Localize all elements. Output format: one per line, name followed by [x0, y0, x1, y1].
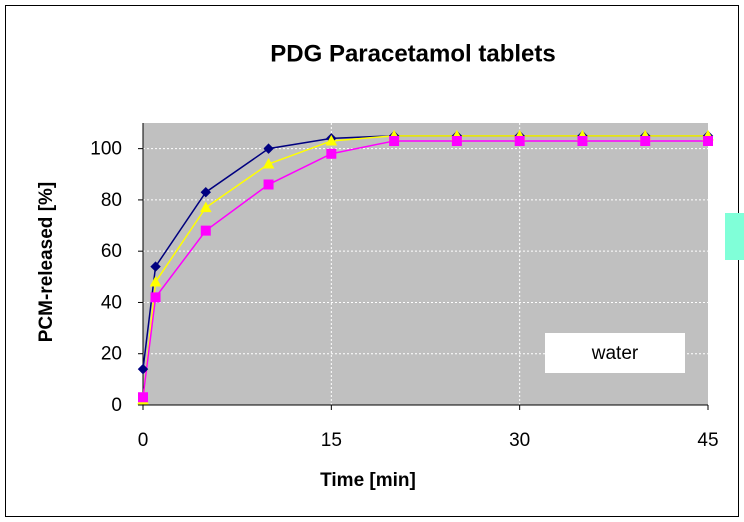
marker [514, 135, 525, 146]
marker [703, 135, 713, 146]
marker [389, 135, 400, 146]
plot: 0 20 40 60 80 100 0 15 30 45 [90, 123, 719, 451]
marker [199, 201, 212, 213]
chart-title: PDG Paracetamol tablets [270, 40, 555, 67]
marker [138, 392, 148, 403]
marker [149, 275, 162, 287]
y-tick-label: 80 [101, 190, 122, 211]
marker [577, 135, 588, 146]
y-tick-label: 60 [101, 241, 122, 262]
x-tick-label: 45 [697, 430, 718, 451]
marker [326, 148, 337, 159]
y-tick-label: 40 [101, 292, 122, 313]
marker [263, 179, 274, 190]
marker [262, 157, 275, 169]
y-tick-label: 0 [111, 395, 122, 416]
y-tick-label: 100 [90, 139, 122, 160]
x-axis-label: Time [min] [320, 470, 416, 491]
marker [150, 261, 161, 272]
legend-fragment [725, 213, 744, 260]
x-tick-label: 0 [138, 430, 149, 451]
marker [150, 292, 161, 303]
x-tick-label: 30 [509, 430, 530, 451]
marker [325, 134, 338, 146]
annotation: water [591, 343, 639, 364]
y-tick-label: 20 [101, 344, 122, 365]
marker [137, 363, 149, 375]
marker [451, 135, 462, 146]
marker [640, 135, 651, 146]
x-tick-label: 15 [321, 430, 342, 451]
annotation-box [545, 333, 685, 373]
marker [200, 187, 211, 198]
marker [263, 143, 274, 154]
marker [200, 225, 211, 236]
y-axis-label: PCM-released [%] [36, 182, 57, 343]
